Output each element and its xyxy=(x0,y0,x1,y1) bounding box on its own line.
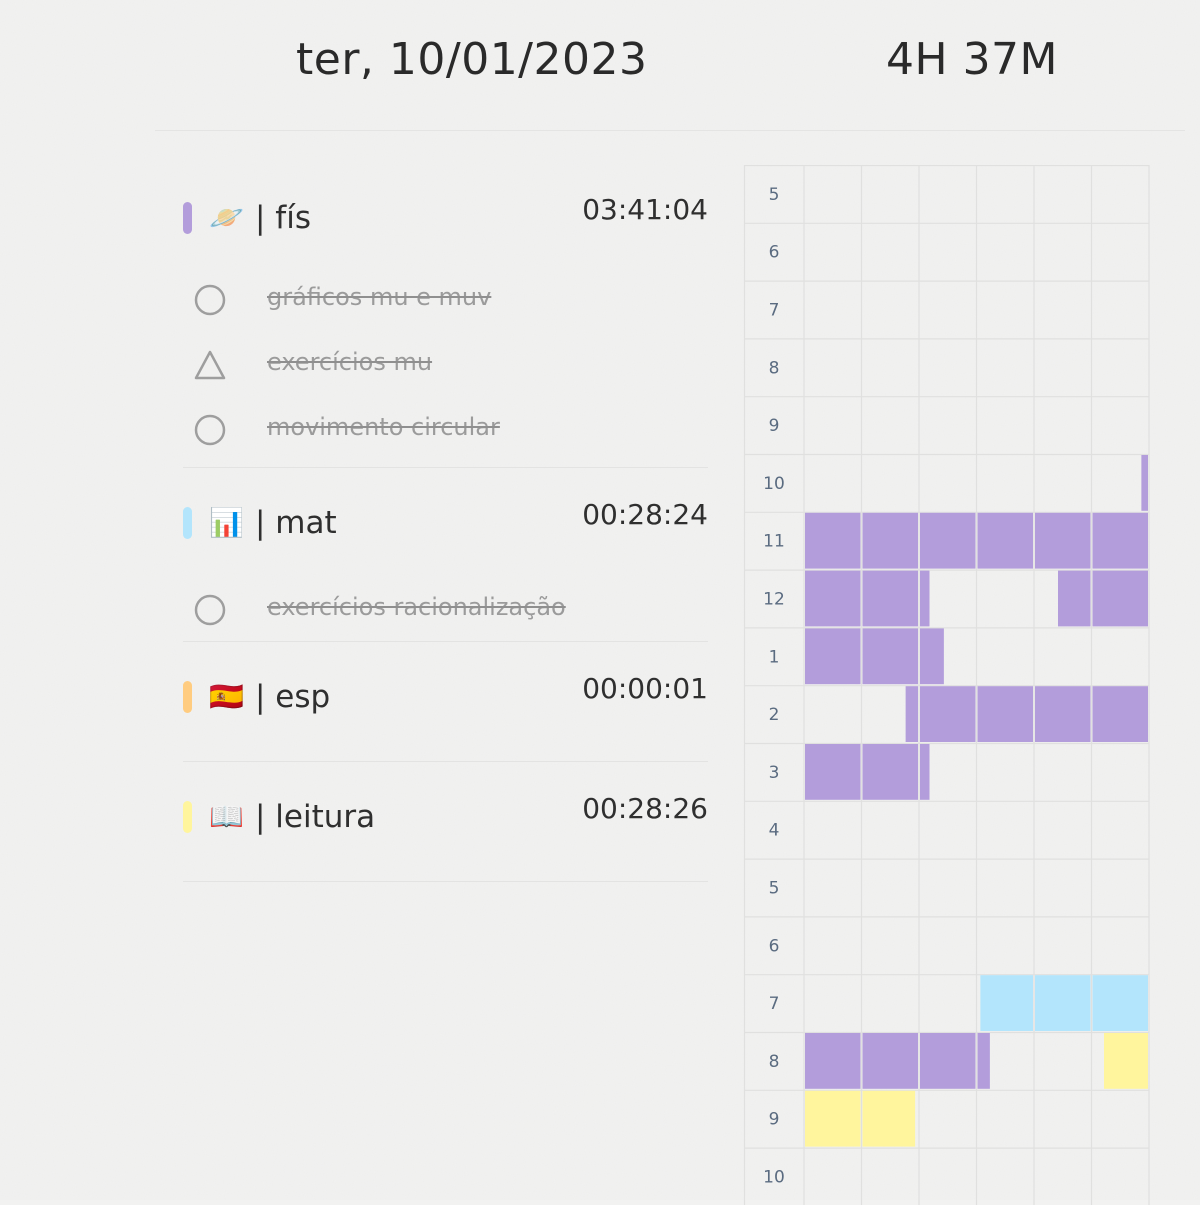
task-label: gráficos mu e muv xyxy=(267,283,492,311)
task-item[interactable]: movimento circular xyxy=(183,398,708,463)
timeline-block-fis xyxy=(977,1033,990,1089)
timeline-block-fis xyxy=(862,570,918,627)
spain-flag-icon: 🇪🇸 xyxy=(209,680,244,713)
subject-time: 00:00:01 xyxy=(582,672,708,705)
timeline-block-leitura xyxy=(805,1090,861,1147)
hour-label: 12 xyxy=(763,590,785,610)
subject-fis[interactable]: 🪐 | fís 03:41:04 gráficos mu e muv exerc… xyxy=(183,193,708,463)
timeline-block-leitura xyxy=(1104,1033,1148,1089)
timeline-block-fis xyxy=(805,1033,861,1089)
section-divider xyxy=(183,761,708,762)
hour-label: 8 xyxy=(769,358,780,378)
circle-status-icon[interactable] xyxy=(194,284,226,316)
timeline-block-fis xyxy=(805,628,861,685)
subject-color-bar xyxy=(183,507,192,539)
subject-name: | fís xyxy=(255,200,311,236)
task-item[interactable]: exercícios racionalização xyxy=(183,578,708,643)
hour-label: 1 xyxy=(769,647,780,667)
subject-esp[interactable]: 🇪🇸 | esp 00:00:01 xyxy=(183,672,708,717)
task-item[interactable]: exercícios mu xyxy=(183,333,708,398)
timeline-block-fis xyxy=(862,1033,918,1089)
timeline-block-mat xyxy=(1035,975,1091,1031)
hour-label: 8 xyxy=(769,1052,780,1072)
section-divider xyxy=(183,881,708,882)
hour-label: 5 xyxy=(769,879,780,899)
task-label: exercícios racionalização xyxy=(267,593,566,621)
timeline-block-mat xyxy=(1092,975,1148,1031)
timeline-block-fis xyxy=(805,744,861,800)
planet-icon: 🪐 xyxy=(209,201,244,234)
timeline-block-fis xyxy=(920,512,976,569)
timeline-block-fis xyxy=(905,686,918,742)
subject-time: 00:28:24 xyxy=(582,498,708,531)
hour-label: 10 xyxy=(763,474,785,494)
timeline-block-fis xyxy=(805,570,861,627)
hour-label: 3 xyxy=(769,763,780,783)
date-heading: ter, 10/01/2023 xyxy=(296,34,648,85)
header-divider xyxy=(155,130,1185,131)
timeline-block-fis xyxy=(1092,686,1148,742)
timeline-block-fis xyxy=(1092,570,1148,627)
bar-chart-icon: 📊 xyxy=(209,506,244,539)
hour-label: 6 xyxy=(769,936,780,956)
circle-status-icon[interactable] xyxy=(194,594,226,626)
timeline-block-fis xyxy=(1141,455,1148,511)
hour-label: 2 xyxy=(769,705,780,725)
subject-name: | esp xyxy=(255,679,331,715)
subject-leitura[interactable]: 📖 | leitura 00:28:26 xyxy=(183,792,708,837)
hour-label: 9 xyxy=(769,1110,780,1130)
timeline-block-fis xyxy=(862,628,918,685)
timeline-block-fis xyxy=(920,744,930,800)
hour-label: 6 xyxy=(769,243,780,263)
hour-label: 10 xyxy=(763,1168,785,1188)
total-time: 4H 37M xyxy=(886,34,1059,85)
timeline-block-fis xyxy=(1035,686,1091,742)
hour-label: 11 xyxy=(763,532,785,552)
task-label: exercícios mu xyxy=(267,348,433,376)
task-item[interactable]: gráficos mu e muv xyxy=(183,268,708,333)
subject-name: | leitura xyxy=(255,799,376,835)
subject-mat[interactable]: 📊 | mat 00:28:24 exercícios racionalizaç… xyxy=(183,498,708,643)
hour-label: 9 xyxy=(769,416,780,436)
hour-label: 5 xyxy=(769,185,780,205)
hour-label: 7 xyxy=(769,301,780,321)
subject-time: 00:28:26 xyxy=(582,792,708,825)
timeline-block-fis xyxy=(920,628,944,685)
timeline-block-fis xyxy=(862,744,918,800)
subject-time: 03:41:04 xyxy=(582,193,708,226)
timeline-block-fis xyxy=(920,570,930,627)
timeline-block-fis xyxy=(805,512,861,569)
timeline-block-leitura xyxy=(862,1090,916,1147)
circle-status-icon[interactable] xyxy=(194,414,226,446)
section-divider xyxy=(183,641,708,642)
timeline-block-fis xyxy=(1092,512,1148,569)
timeline-block-fis xyxy=(1035,512,1091,569)
subject-color-bar xyxy=(183,202,192,234)
timeline-block-fis xyxy=(920,1033,976,1089)
subject-color-bar xyxy=(183,801,192,833)
timeline-block-mat xyxy=(980,975,1033,1031)
timeline-block-fis xyxy=(920,686,976,742)
timeline-block-fis xyxy=(862,512,918,569)
triangle-status-icon[interactable] xyxy=(194,349,226,381)
task-label: movimento circular xyxy=(267,413,500,441)
hour-label: 7 xyxy=(769,994,780,1014)
subject-name: | mat xyxy=(255,505,337,541)
subject-color-bar xyxy=(183,681,192,713)
hour-label: 4 xyxy=(769,821,780,841)
timeline-block-fis xyxy=(977,512,1033,569)
section-divider xyxy=(183,467,708,468)
open-book-icon: 📖 xyxy=(209,800,244,833)
timeline-block-fis xyxy=(977,686,1033,742)
timeline-block-fis xyxy=(1058,570,1091,627)
